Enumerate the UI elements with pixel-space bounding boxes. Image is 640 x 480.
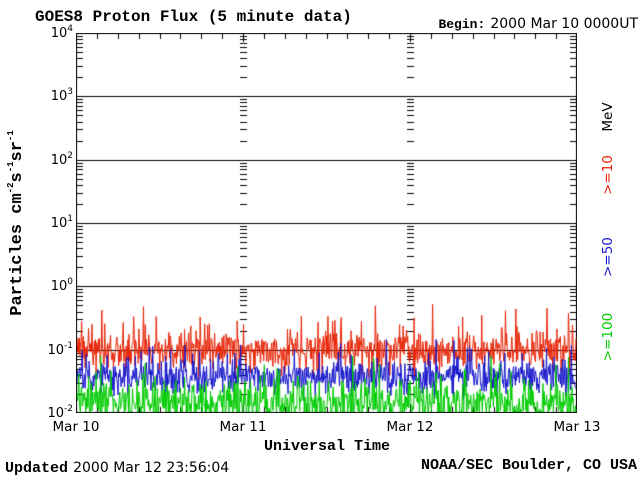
series-label-10: >=10	[600, 155, 616, 195]
series-label-100: >=100	[600, 312, 616, 362]
updated-label: Updated	[5, 460, 69, 477]
x-axis-title: Universal Time	[263, 438, 391, 455]
y-tick-label: 103	[50, 87, 73, 105]
y-axis-title: Particles cm-2s-1sr-1	[6, 130, 27, 316]
y-tick-label: 10-2	[47, 403, 73, 422]
updated-value: 2000 Mar 12 23:56:04	[73, 460, 230, 476]
updated-line: Updated 2000 Mar 12 23:56:04	[5, 457, 229, 477]
x-tick-label: Mar 13	[553, 419, 601, 435]
y-tick-label: 10-1	[47, 340, 73, 358]
y-tick-label: 102	[50, 150, 73, 168]
begin-value: 2000 Mar 10 0000UT	[490, 16, 638, 32]
x-tick-label: Mar 11	[219, 419, 267, 435]
unit-label-mev: MeV	[600, 102, 616, 132]
chart-title: GOES8 Proton Flux (5 minute data)	[35, 8, 352, 26]
begin-label: Begin:	[438, 17, 486, 32]
y-tick-label: 104	[50, 23, 73, 42]
y-tick-label: 100	[50, 277, 73, 295]
begin-time-line: Begin: 2000 Mar 10 0000UT	[438, 13, 638, 32]
y-tick-label: 101	[50, 213, 73, 232]
x-tick-label: Mar 10	[52, 419, 100, 435]
plot-area	[76, 33, 577, 413]
credit-text: NOAA/SEC Boulder, CO USA	[420, 457, 637, 474]
series-label-50: >=50	[600, 237, 616, 277]
x-tick-label: Mar 12	[386, 419, 434, 435]
